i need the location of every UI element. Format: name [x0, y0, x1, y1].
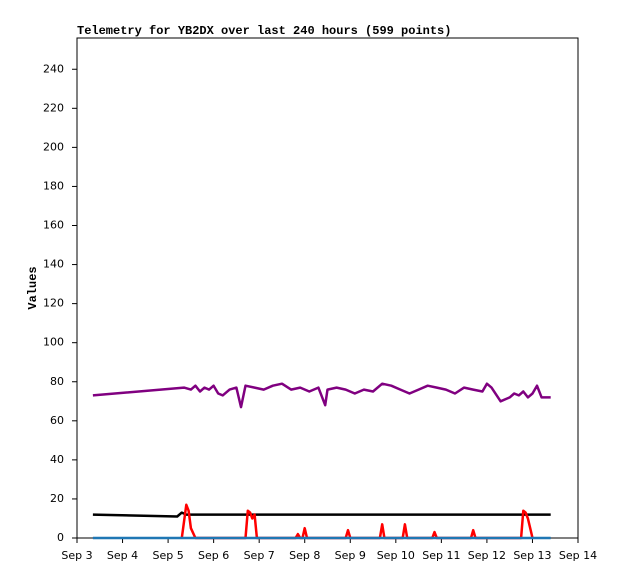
x-tick-label: Sep 14	[559, 549, 597, 562]
x-tick-label: Sep 11	[422, 549, 460, 562]
y-tick-label: 220	[43, 101, 64, 114]
x-tick-label: Sep 13	[513, 549, 551, 562]
x-tick-label: Sep 4	[107, 549, 138, 562]
series-line	[180, 503, 534, 540]
series-line	[92, 382, 551, 409]
x-tick-label: Sep 7	[244, 549, 275, 562]
x-tick-label: Sep 8	[289, 549, 320, 562]
x-tick-label: Sep 10	[377, 549, 415, 562]
y-tick-label: 0	[57, 531, 64, 544]
y-tick-label: 140	[43, 258, 64, 271]
x-tick-label: Sep 6	[198, 549, 229, 562]
plot-frame	[76, 37, 579, 539]
x-tick-label: Sep 9	[335, 549, 366, 562]
x-tick-label: Sep 3	[61, 549, 92, 562]
y-tick-label: 60	[50, 414, 64, 427]
y-tick-label: 100	[43, 336, 64, 349]
x-tick-label: Sep 12	[468, 549, 506, 562]
y-tick-label: 40	[50, 453, 64, 466]
y-tick-label: 200	[43, 140, 64, 153]
chart-title: Telemetry for YB2DX over last 240 hours …	[77, 24, 451, 38]
y-tick-label: 120	[43, 297, 64, 310]
y-tick-label: 240	[43, 62, 64, 75]
y-tick-label: 180	[43, 179, 64, 192]
x-tick-label: Sep 5	[152, 549, 183, 562]
y-tick-label: 80	[50, 375, 64, 388]
y-tick-label: 160	[43, 219, 64, 232]
series-line	[92, 511, 551, 518]
y-tick-label: 20	[50, 492, 64, 505]
y-axis-label: Values	[26, 266, 40, 309]
